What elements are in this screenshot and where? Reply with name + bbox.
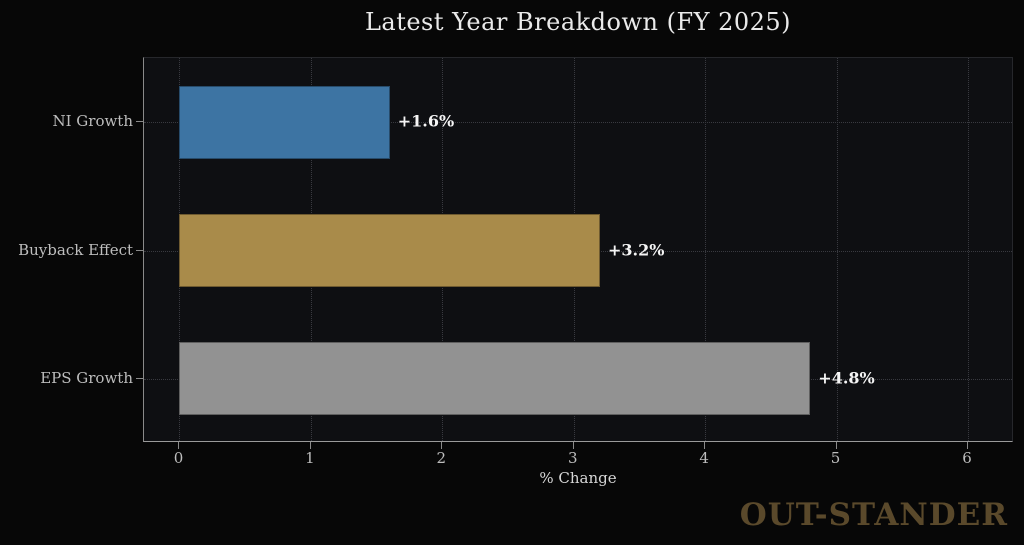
watermark: OUT-STANDER [739,497,1008,533]
plot-area [143,57,1013,442]
bar-buyback-effect [179,214,600,287]
bar-value-label: +1.6% [397,111,455,131]
bar-value-label: +3.2% [608,240,665,259]
bar-eps-growth [179,342,811,416]
x-tick-label: 2 [436,449,447,467]
y-tick-mark [136,249,143,251]
y-tick-mark [136,377,143,379]
x-tick-label: 5 [830,449,841,467]
x-tick-mark [835,442,837,449]
vertical-gridline [836,58,838,441]
x-tick-label: 3 [567,449,578,467]
bar-value-label: +4.8% [818,368,875,388]
x-tick-label: 4 [699,449,709,467]
x-tick-label: 6 [962,449,972,467]
vertical-gridline [705,58,707,441]
y-tick-label-eps-growth: EPS Growth [40,368,133,387]
y-tick-mark [136,121,143,123]
x-axis-label: % Change [539,469,617,487]
horizontal-gridline [144,122,1012,124]
x-tick-label: 0 [173,449,184,467]
x-tick-mark [704,442,706,449]
x-tick-mark [967,442,968,449]
y-tick-label-buyback-effect: Buyback Effect [18,240,133,259]
x-tick-mark [309,442,311,449]
x-tick-mark [572,442,574,449]
x-tick-mark [178,442,180,449]
chart-title: Latest Year Breakdown (FY 2025) [364,8,792,36]
y-tick-label-ni-growth: NI Growth [52,112,133,131]
x-tick-label: 1 [305,449,315,467]
x-tick-mark [441,442,443,449]
bar-ni-growth [179,85,390,159]
vertical-gridline [968,58,969,441]
